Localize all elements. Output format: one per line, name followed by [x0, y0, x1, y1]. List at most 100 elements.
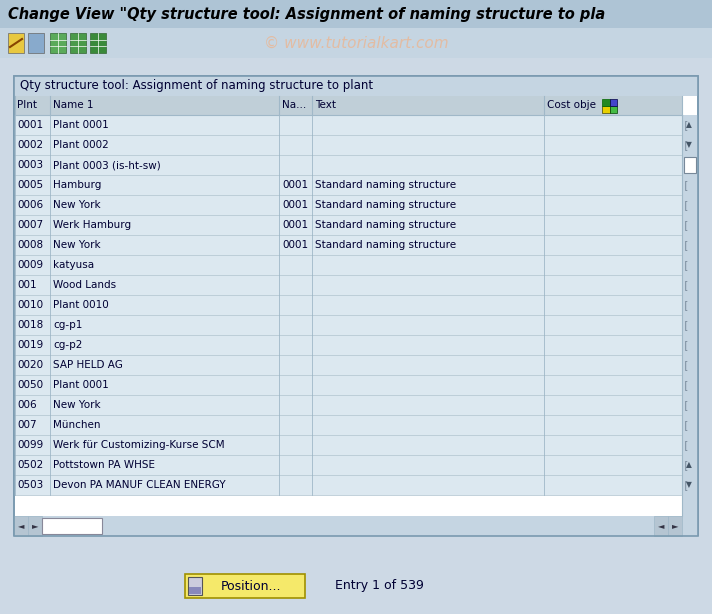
Text: Cost obje: Cost obje — [547, 101, 596, 111]
Bar — [14, 135, 682, 155]
Text: [: [ — [683, 280, 689, 290]
Text: 0050: 0050 — [17, 380, 43, 390]
Text: 007: 007 — [17, 420, 36, 430]
Bar — [14, 135, 15, 155]
Bar — [14, 215, 15, 235]
Text: 0502: 0502 — [17, 460, 43, 470]
Text: Plant 0001: Plant 0001 — [53, 120, 109, 130]
Text: 0019: 0019 — [17, 340, 43, 350]
Text: 0008: 0008 — [17, 240, 43, 250]
Text: Standard naming structure: Standard naming structure — [315, 220, 456, 230]
Bar — [14, 455, 15, 475]
Text: 0005: 0005 — [17, 180, 43, 190]
Text: 0002: 0002 — [17, 140, 43, 150]
Text: 001: 001 — [17, 280, 36, 290]
Text: cg-p2: cg-p2 — [53, 340, 83, 350]
Bar — [610, 99, 617, 106]
Bar — [14, 195, 682, 215]
Text: 0018: 0018 — [17, 320, 43, 330]
Bar — [14, 115, 15, 135]
Text: [: [ — [683, 220, 689, 230]
Text: [: [ — [683, 300, 689, 310]
Bar — [28, 516, 42, 536]
Text: katyusa: katyusa — [53, 260, 94, 270]
Bar — [90, 33, 106, 53]
Text: [: [ — [683, 460, 689, 470]
Text: [: [ — [683, 360, 689, 370]
Bar — [14, 76, 698, 96]
Text: Plant 0001: Plant 0001 — [53, 380, 109, 390]
Bar — [602, 99, 610, 106]
Text: ▼: ▼ — [686, 481, 692, 489]
Bar — [14, 355, 15, 375]
Text: [: [ — [683, 440, 689, 450]
Text: Standard naming structure: Standard naming structure — [315, 240, 456, 250]
Bar — [684, 157, 696, 173]
Text: Qty structure tool: Assignment of naming structure to plant: Qty structure tool: Assignment of naming… — [20, 79, 373, 93]
Text: 0001: 0001 — [282, 200, 308, 210]
Text: [: [ — [683, 420, 689, 430]
Text: 0007: 0007 — [17, 220, 43, 230]
Text: 0001: 0001 — [282, 220, 308, 230]
Bar — [14, 255, 15, 275]
Text: ►: ► — [32, 521, 38, 530]
Text: New York: New York — [53, 240, 100, 250]
Bar — [14, 475, 682, 495]
Bar — [0, 28, 712, 58]
Text: [: [ — [683, 200, 689, 210]
Bar — [0, 0, 712, 28]
Text: Standard naming structure: Standard naming structure — [315, 200, 456, 210]
Bar — [70, 33, 86, 53]
Bar — [14, 115, 682, 135]
Bar — [14, 475, 15, 495]
Text: 0503: 0503 — [17, 480, 43, 490]
Bar — [14, 235, 15, 255]
Bar — [14, 76, 698, 536]
Bar — [14, 155, 15, 175]
Bar — [14, 275, 15, 295]
Bar — [14, 76, 698, 536]
Bar — [14, 96, 15, 115]
Text: ►: ► — [671, 521, 679, 530]
Text: New York: New York — [53, 200, 100, 210]
Bar — [682, 516, 698, 536]
Bar — [189, 587, 201, 594]
Text: Plant 0010: Plant 0010 — [53, 300, 109, 310]
Bar — [14, 175, 15, 195]
Bar — [14, 435, 682, 455]
Bar — [14, 435, 15, 455]
Bar — [50, 33, 66, 53]
Text: 0001: 0001 — [17, 120, 43, 130]
Text: © www.tutorialkart.com: © www.tutorialkart.com — [263, 36, 449, 50]
Text: Standard naming structure: Standard naming structure — [315, 180, 456, 190]
Bar — [14, 315, 15, 335]
Text: [: [ — [683, 160, 689, 170]
Bar — [14, 335, 15, 355]
Text: 0020: 0020 — [17, 360, 43, 370]
Bar — [185, 574, 305, 598]
Text: 0099: 0099 — [17, 440, 43, 450]
Text: Wood Lands: Wood Lands — [53, 280, 116, 290]
Text: [: [ — [683, 240, 689, 250]
Bar — [14, 295, 682, 315]
Bar — [42, 518, 102, 534]
Bar — [654, 516, 668, 536]
Bar — [668, 516, 682, 536]
Text: Devon PA MANUF CLEAN ENERGY: Devon PA MANUF CLEAN ENERGY — [53, 480, 226, 490]
Bar — [14, 195, 15, 215]
Text: 0001: 0001 — [282, 180, 308, 190]
Text: Entry 1 of 539: Entry 1 of 539 — [335, 580, 424, 593]
Bar — [14, 415, 15, 435]
Text: [: [ — [683, 480, 689, 490]
Bar — [602, 106, 610, 113]
Bar — [188, 577, 202, 595]
Text: 0003: 0003 — [17, 160, 43, 170]
Text: New York: New York — [53, 400, 100, 410]
Bar — [14, 375, 15, 395]
Bar — [14, 175, 682, 195]
Bar — [14, 315, 682, 335]
Bar — [14, 516, 682, 536]
Text: Plant 0003 (is-ht-sw): Plant 0003 (is-ht-sw) — [53, 160, 161, 170]
Text: ◄: ◄ — [658, 521, 664, 530]
Bar — [14, 96, 682, 115]
